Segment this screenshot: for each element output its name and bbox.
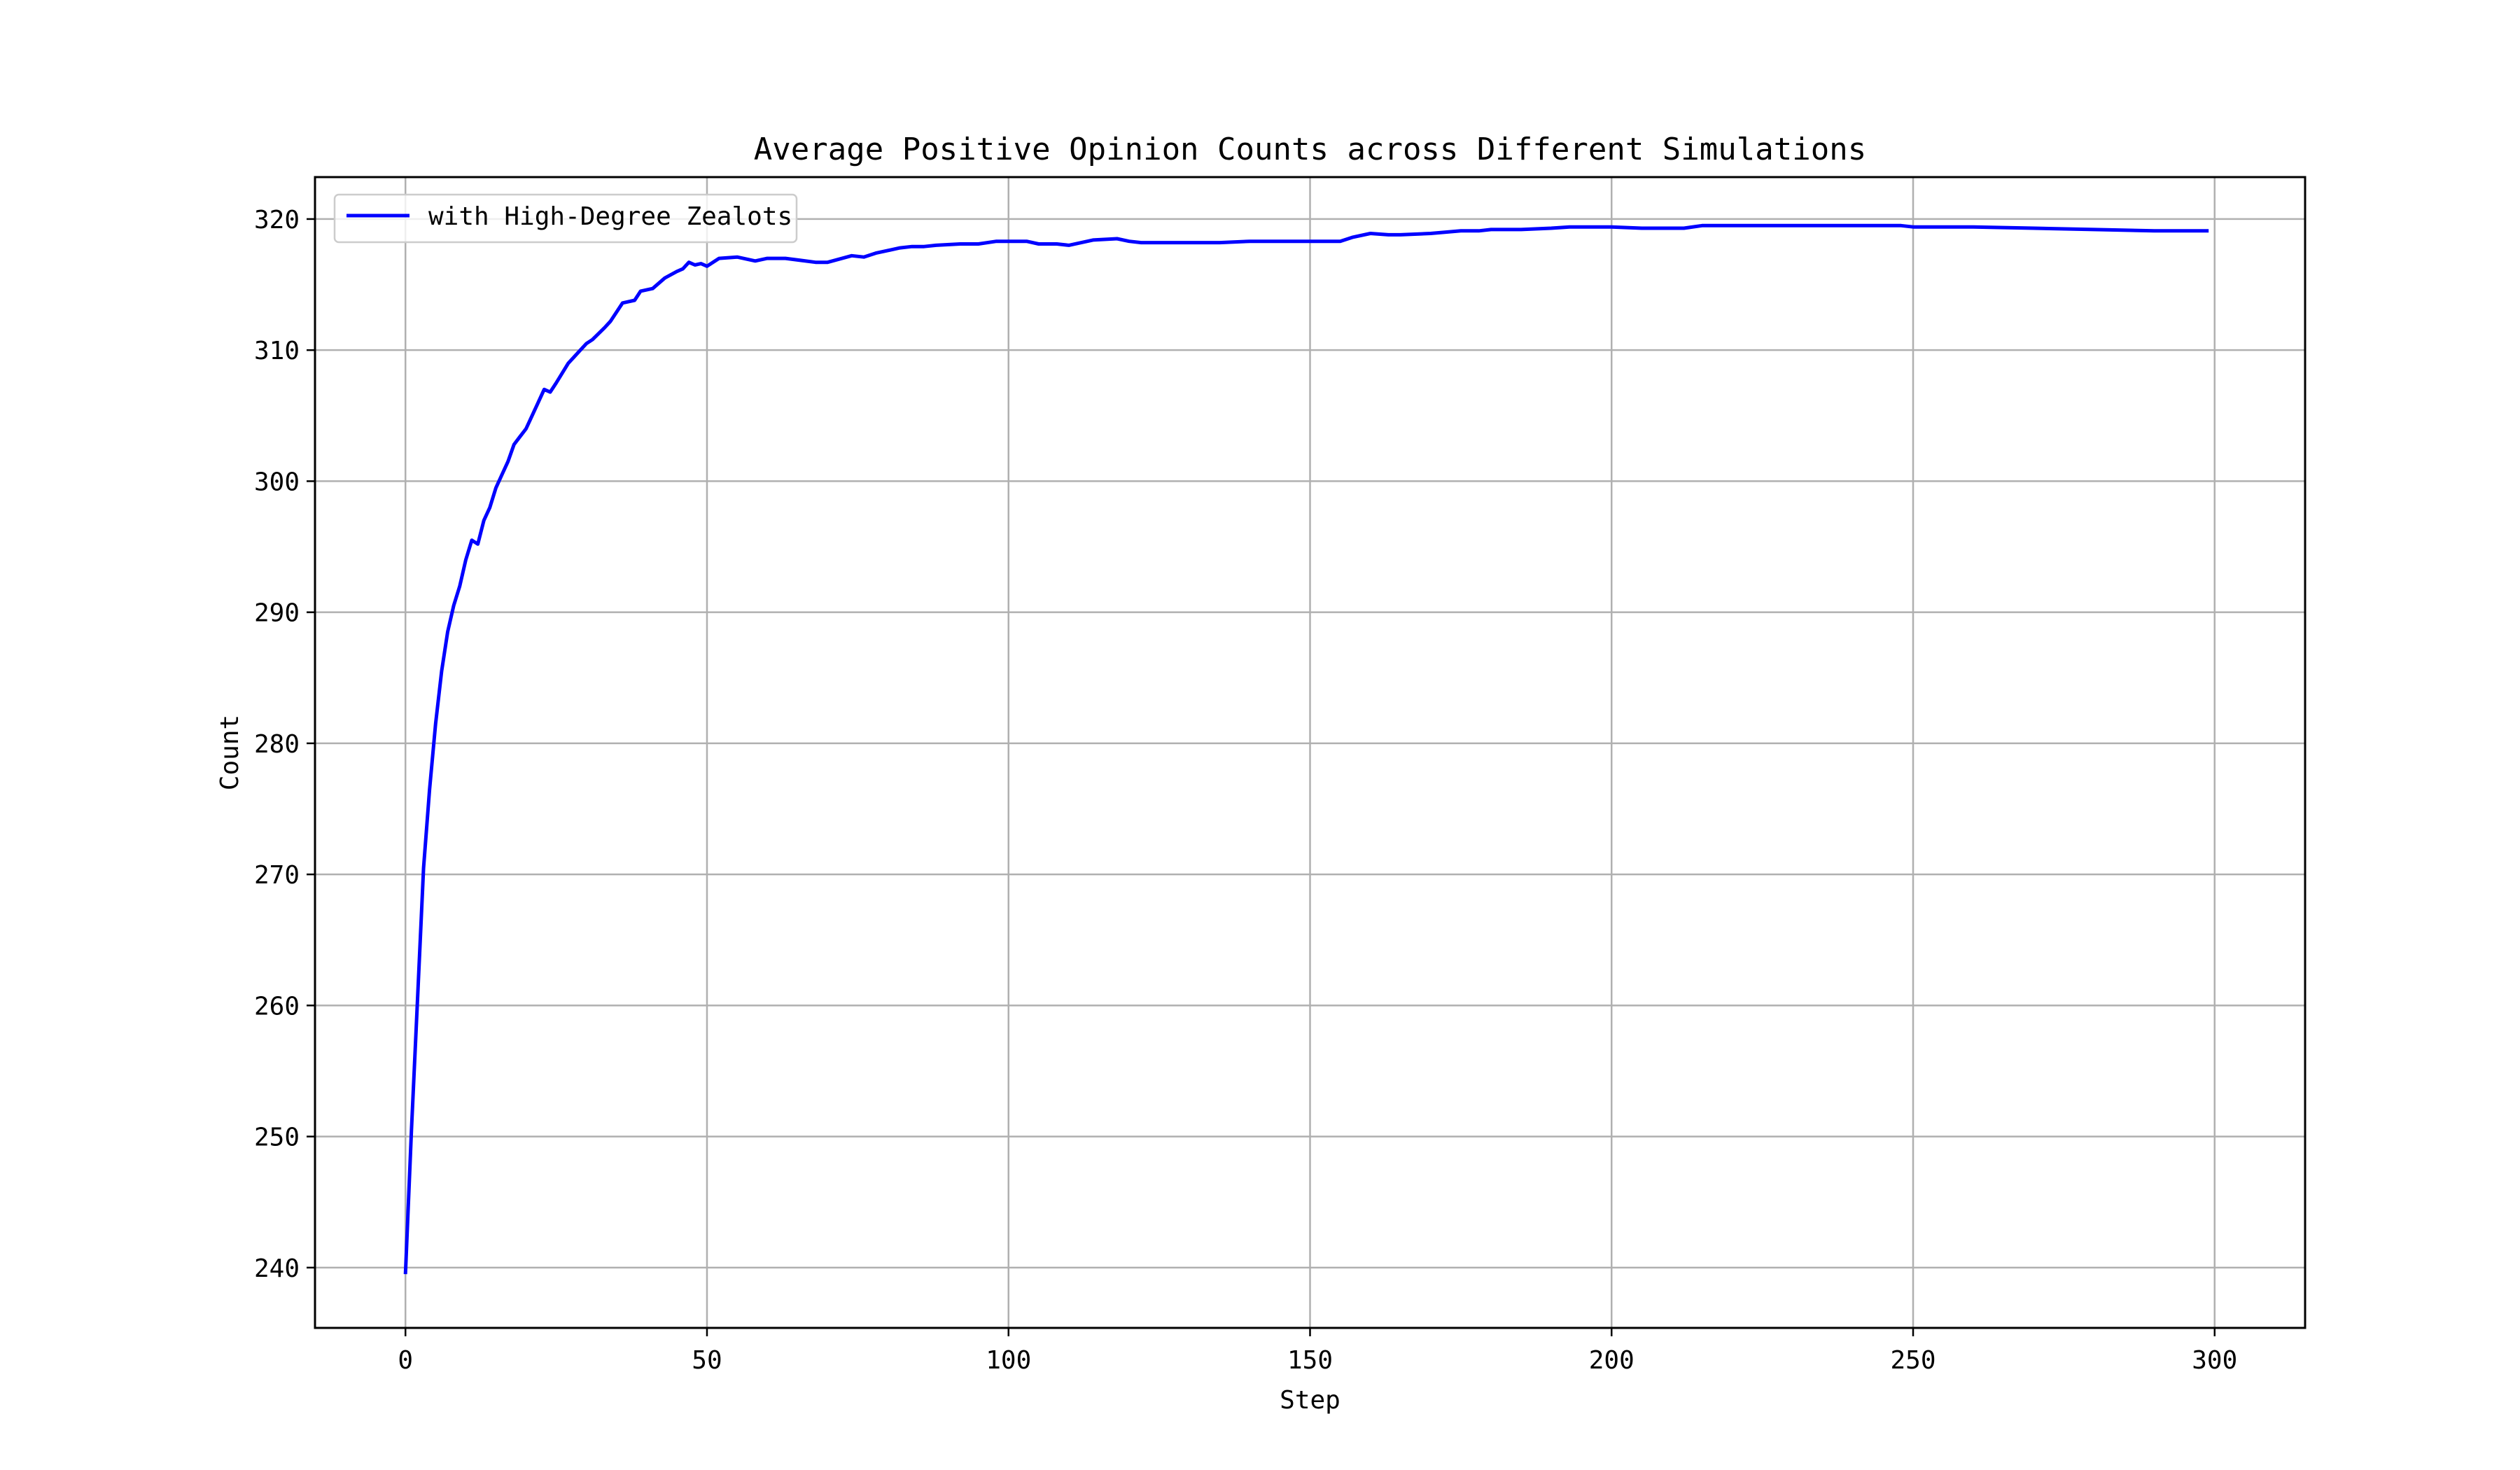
legend-box	[333, 193, 798, 244]
y-tick-label: 270	[254, 861, 300, 890]
x-tick-label: 0	[398, 1346, 413, 1375]
y-tick-label: 300	[254, 468, 300, 496]
x-tick-label: 200	[1589, 1346, 1634, 1375]
x-tick-label: 50	[692, 1346, 722, 1375]
y-tick-label: 290	[254, 599, 300, 628]
y-axis-label: Count	[216, 715, 244, 790]
x-axis-ticks: 0 50 100 150 200 250 300	[398, 1328, 2237, 1375]
series-line	[403, 223, 2209, 1275]
x-axis-label: Step	[1280, 1386, 1340, 1415]
legend-entry-label: with High-Degree Zealots	[428, 202, 792, 231]
y-tick-label: 250	[254, 1124, 300, 1152]
y-tick-label: 310	[254, 337, 300, 365]
x-tick-label: 150	[1287, 1346, 1333, 1375]
x-tick-label: 300	[2192, 1346, 2237, 1375]
y-tick-label: 260	[254, 992, 300, 1021]
y-tick-label: 280	[254, 730, 300, 759]
grid	[315, 177, 2305, 1328]
chart-title: Average Positive Opinion Counts across D…	[754, 132, 1866, 167]
x-tick-label: 100	[986, 1346, 1031, 1375]
y-axis-ticks: 240 250 260 270 280 290 300 310 320	[254, 206, 315, 1283]
legend: with High-Degree Zealots	[333, 193, 798, 244]
series-layer	[403, 223, 2209, 1275]
y-tick-label: 320	[254, 206, 300, 234]
y-tick-label: 240	[254, 1254, 300, 1283]
x-tick-label: 250	[1890, 1346, 1935, 1375]
